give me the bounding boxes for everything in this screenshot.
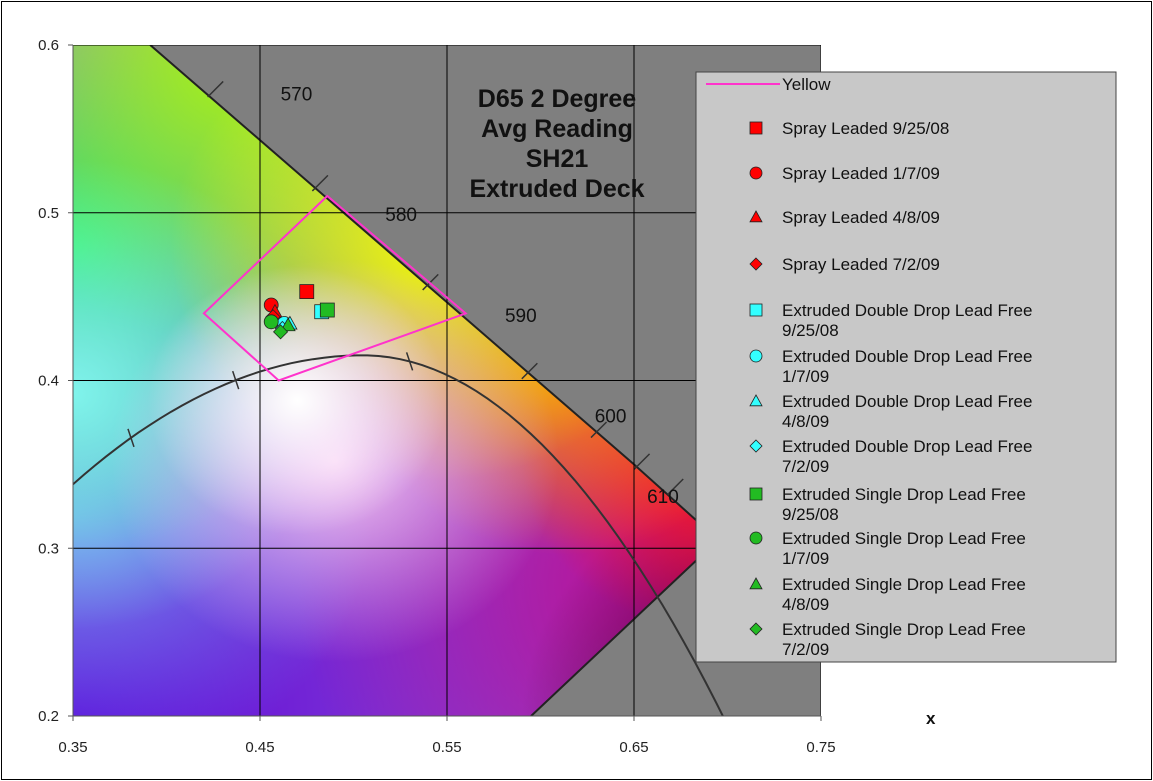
legend-marker <box>749 303 763 317</box>
x-tick-label: 0.55 <box>432 739 461 756</box>
y-tick-label: 0.6 <box>38 37 59 54</box>
data-point <box>299 284 315 299</box>
wavelength-label: 610 <box>647 487 679 508</box>
wavelength-labels: 570 580 590 600 610 <box>281 84 679 508</box>
planckian-locus <box>73 354 724 716</box>
wavelength-label: 590 <box>505 306 537 327</box>
wavelength-label: 570 <box>281 84 313 105</box>
data-point <box>273 324 289 340</box>
planckian-ticks <box>127 352 414 448</box>
legend-entry: Extruded Single Drop Lead Free 7/2/09 <box>782 620 1026 659</box>
legend-entry: Spray Leaded 9/25/08 <box>782 119 949 138</box>
legend-entry: Extruded Double Drop Lead Free 7/2/09 <box>782 437 1032 476</box>
y-tick-label: 0.2 <box>38 708 59 725</box>
legend-entry: Spray Leaded 7/2/09 <box>782 255 940 274</box>
legend-entry: Extruded Single Drop Lead Free 4/8/09 <box>782 575 1026 614</box>
x-axis-label: x <box>926 709 936 728</box>
spectral-locus <box>149 45 720 716</box>
legend-entry: Spray Leaded 1/7/09 <box>782 164 940 183</box>
legend-marker <box>749 349 763 363</box>
yellow-boundary <box>202 194 468 382</box>
legend-marker <box>749 487 763 501</box>
legend-marker <box>749 622 763 636</box>
legend-marker <box>749 121 763 135</box>
legend-marker <box>749 439 763 453</box>
x-tick-label: 0.35 <box>58 739 87 756</box>
y-tick-label: 0.3 <box>38 540 59 557</box>
chart-title-line: Extruded Deck <box>469 175 644 203</box>
legend-marker <box>749 577 763 590</box>
data-point <box>280 317 296 332</box>
wavelength-ticks <box>207 80 684 496</box>
y-tick-label: 0.4 <box>38 373 59 390</box>
legend-entry: Extruded Single Drop Lead Free 1/7/09 <box>782 529 1026 568</box>
legend: Yellow Spray Leaded 9/25/08 Spray Leaded 1… <box>695 71 1117 663</box>
x-tick-label: 0.45 <box>245 739 274 756</box>
data-point <box>263 314 279 330</box>
legend-marker <box>749 531 763 545</box>
chart-title-line: SH21 <box>526 145 589 173</box>
legend-entry: Spray Leaded 4/8/09 <box>782 208 940 227</box>
x-tick-label: 0.65 <box>619 739 648 756</box>
legend-entry: Yellow <box>782 75 831 94</box>
legend-marker <box>749 257 763 271</box>
legend-marker <box>749 166 763 180</box>
legend-entry: Extruded Double Drop Lead Free 1/7/09 <box>782 347 1032 386</box>
legend-box <box>695 71 1117 663</box>
axis-tick-labels: 0.35 0.45 0.55 0.65 0.75 0.2 0.3 0.4 0.5 0.6 <box>38 37 835 756</box>
wavelength-label: 600 <box>595 406 627 427</box>
chart-title-line: D65 2 Degree <box>478 85 637 113</box>
plot-area: 570 580 590 600 610 <box>73 45 821 716</box>
y-tick-label: 0.5 <box>38 205 59 222</box>
legend-marker <box>749 394 763 407</box>
legend-marker <box>749 210 763 223</box>
data-point <box>319 302 335 318</box>
legend-entry: Extruded Double Drop Lead Free 9/25/08 <box>782 301 1032 340</box>
chart-title-line: Avg Reading <box>481 115 633 143</box>
data-markers <box>263 284 335 340</box>
x-tick-label: 0.75 <box>806 739 835 756</box>
legend-entry: Extruded Double Drop Lead Free 4/8/09 <box>782 392 1032 431</box>
legend-entry: Extruded Single Drop Lead Free 9/25/08 <box>782 485 1026 524</box>
wavelength-label: 580 <box>385 205 417 226</box>
